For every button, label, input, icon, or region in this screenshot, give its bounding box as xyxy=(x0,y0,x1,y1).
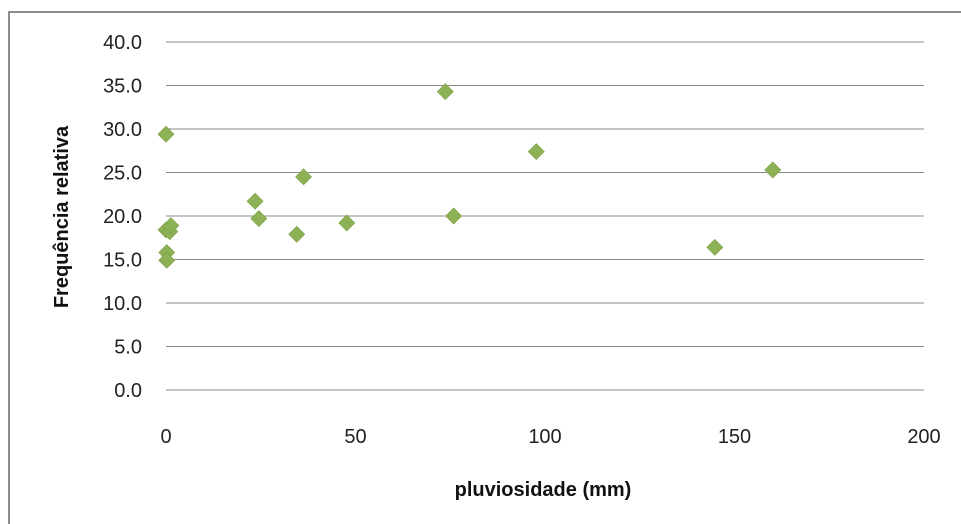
data-points xyxy=(157,83,782,269)
y-tick-label: 20.0 xyxy=(103,206,142,228)
y-axis-tick-labels: 0.0 5.0 10.0 15.0 20.0 25.0 30.0 35.0 40.0 xyxy=(103,32,142,402)
data-point xyxy=(445,207,463,225)
data-point xyxy=(288,225,306,243)
data-point xyxy=(527,143,545,161)
gridlines xyxy=(166,41,924,391)
x-axis-tick-labels: 0 50 100 150 200 xyxy=(160,426,940,448)
data-point xyxy=(246,192,264,210)
y-tick-label: 25.0 xyxy=(103,163,142,185)
data-point xyxy=(764,161,782,179)
data-point xyxy=(338,214,356,232)
data-point xyxy=(295,168,313,186)
y-tick-label: 5.0 xyxy=(114,337,142,359)
data-point xyxy=(436,83,454,101)
y-tick-label: 40.0 xyxy=(103,32,142,54)
data-point xyxy=(250,210,268,228)
y-tick-label: 0.0 xyxy=(114,380,142,402)
y-axis-title: Frequência relativa xyxy=(51,125,73,308)
y-tick-label: 30.0 xyxy=(103,119,142,141)
data-point xyxy=(162,217,180,234)
y-tick-label: 35.0 xyxy=(103,76,142,98)
data-point xyxy=(706,238,724,256)
data-point xyxy=(158,251,176,269)
y-tick-label: 15.0 xyxy=(103,250,142,272)
y-tick-label: 10.0 xyxy=(103,293,142,315)
x-tick-label: 100 xyxy=(528,426,561,448)
x-tick-label: 50 xyxy=(344,426,366,448)
x-axis-title: pluviosidade (mm) xyxy=(455,479,632,501)
x-tick-label: 200 xyxy=(907,426,940,448)
x-tick-label: 150 xyxy=(718,426,751,448)
x-tick-label: 0 xyxy=(160,426,171,448)
data-point xyxy=(157,125,175,143)
